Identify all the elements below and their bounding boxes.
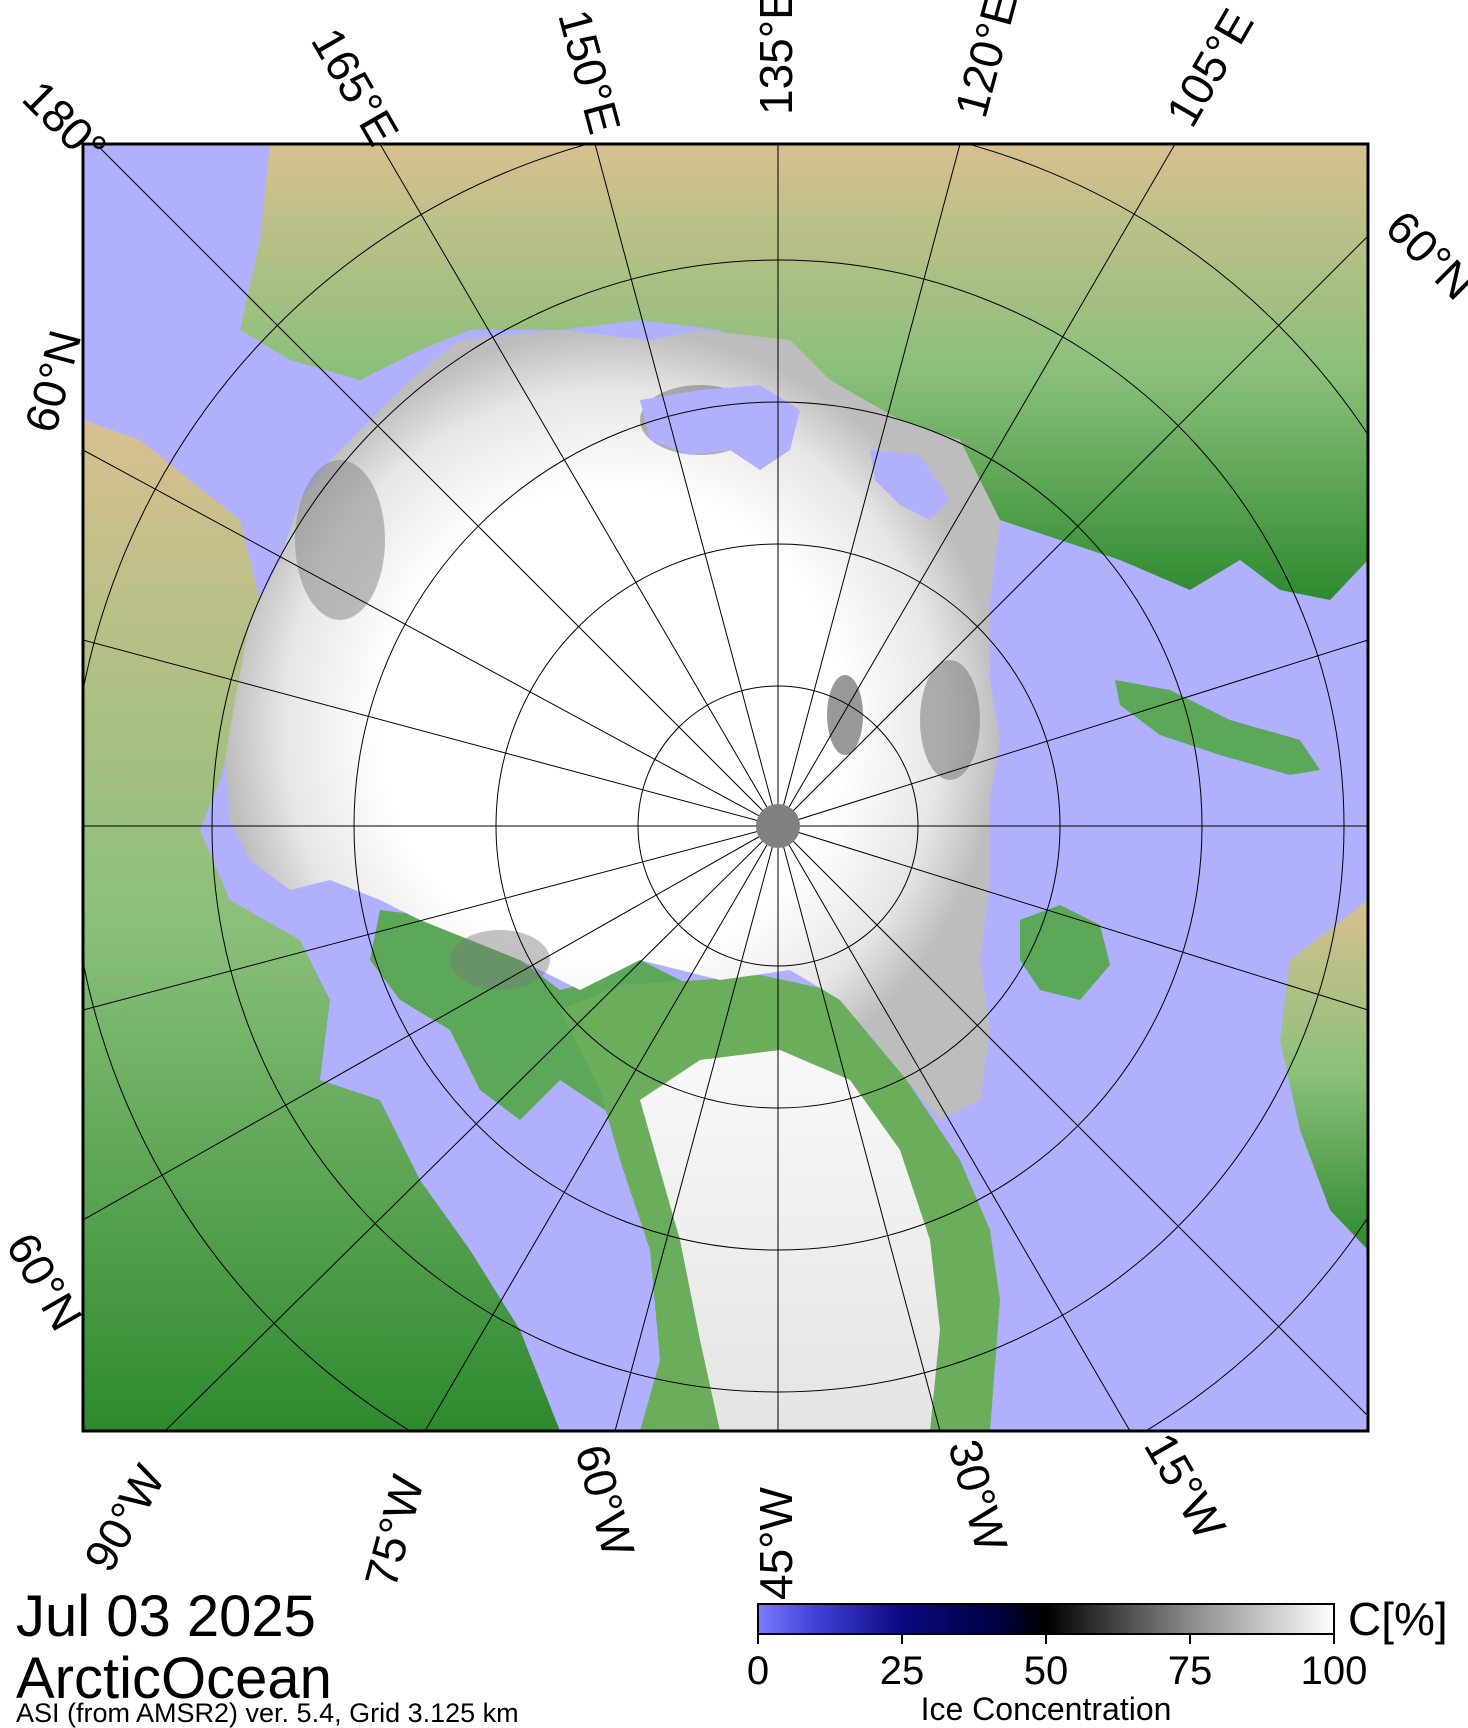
colorbar-title: Ice Concentration bbox=[921, 1691, 1172, 1723]
colorbar-tick-label: 50 bbox=[1024, 1649, 1069, 1693]
lat-label-right: 60°N bbox=[1376, 200, 1468, 309]
lon-label-15w: 15°W bbox=[1134, 1424, 1236, 1548]
marginal-ice-zone bbox=[827, 675, 863, 755]
lon-label-120e: 120°E bbox=[944, 0, 1027, 123]
lon-label-90w: 90°W bbox=[74, 1456, 176, 1580]
lon-label-30w: 30°W bbox=[938, 1434, 1018, 1557]
date-text: Jul 03 2025 bbox=[16, 1584, 316, 1649]
source-text: ASI (from AMSR2) ver. 5.4, Grid 3.125 km bbox=[16, 1698, 519, 1728]
lat-label-left-top: 60°N bbox=[14, 325, 91, 438]
marginal-ice-zone bbox=[920, 660, 980, 780]
colorbar-tick-label: 100 bbox=[1301, 1649, 1368, 1693]
open-water-kara bbox=[870, 450, 950, 520]
lon-label-45w: 45°W bbox=[750, 1486, 802, 1600]
lon-label-75w: 75°W bbox=[354, 1469, 434, 1592]
lon-label-105e: 105°E bbox=[1156, 0, 1264, 135]
colorbar-tick-label: 0 bbox=[747, 1649, 769, 1693]
colorbar-tick-label: 75 bbox=[1168, 1649, 1213, 1693]
lon-label-60w: 60°W bbox=[565, 1439, 645, 1562]
sea-ice-pack bbox=[225, 330, 1000, 1120]
colorbar-gradient bbox=[757, 1603, 1335, 1635]
north-america-landmass bbox=[83, 420, 560, 1431]
pole-hole bbox=[756, 804, 800, 848]
marginal-ice-zone bbox=[450, 930, 550, 990]
marginal-ice-zone bbox=[295, 460, 385, 620]
map-frame bbox=[81, 142, 1370, 1433]
lon-label-135e: 135°E bbox=[750, 0, 802, 115]
colorbar: 0 25 50 75 100 C[%] Ice Concentration bbox=[747, 1593, 1448, 1723]
lat-label-left-bottom: 60°N bbox=[0, 1224, 93, 1339]
greenland-ice-sheet bbox=[640, 1050, 940, 1431]
map-panel bbox=[83, 144, 1368, 1431]
colorbar-tick-label: 25 bbox=[880, 1649, 925, 1693]
graticule bbox=[83, 144, 1368, 1431]
svalbard bbox=[1020, 905, 1110, 1000]
scandinavia bbox=[1280, 900, 1368, 1250]
lon-label-150e: 150°E bbox=[548, 4, 631, 139]
region-text: ArcticOcean bbox=[16, 1646, 332, 1711]
open-water-laptev bbox=[640, 385, 800, 470]
lon-label-165e: 165°E bbox=[301, 19, 409, 154]
colorbar-unit: C[%] bbox=[1348, 1593, 1448, 1645]
